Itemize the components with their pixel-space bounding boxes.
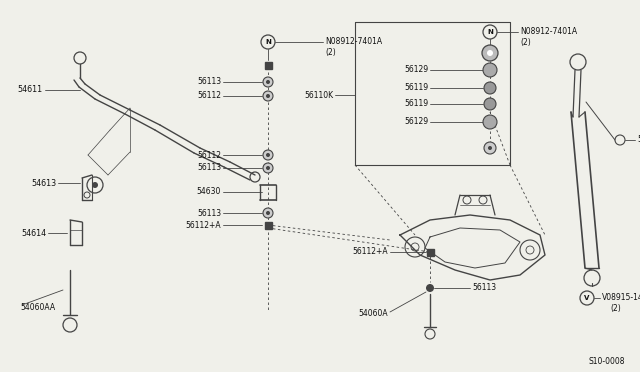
Text: V: V [584,295,589,301]
Text: 54630: 54630 [196,187,221,196]
Text: N: N [265,39,271,45]
Circle shape [426,284,434,292]
Bar [426,248,433,256]
Text: 56113: 56113 [472,283,496,292]
Text: 56113: 56113 [197,77,221,87]
Circle shape [263,91,273,101]
Text: (2): (2) [520,38,531,48]
Circle shape [484,82,496,94]
Text: 56129: 56129 [404,65,428,74]
Text: 56112+A: 56112+A [353,247,388,257]
Text: N08912-7401A: N08912-7401A [325,38,382,46]
Circle shape [266,166,270,170]
Text: 56113: 56113 [197,208,221,218]
Text: 54060A: 54060A [358,310,388,318]
Bar [264,61,271,68]
Text: 56119: 56119 [404,99,428,109]
Circle shape [483,63,497,77]
Text: 54611: 54611 [18,86,43,94]
Text: N08912-7401A: N08912-7401A [520,28,577,36]
Bar [264,221,271,228]
Circle shape [263,150,273,160]
Circle shape [266,153,270,157]
Text: 56112: 56112 [197,92,221,100]
Text: 54060AA: 54060AA [20,302,55,311]
Circle shape [263,163,273,173]
Circle shape [482,45,498,61]
Text: (2): (2) [610,305,621,314]
Text: 54040A: 54040A [637,135,640,144]
Text: 56119: 56119 [404,83,428,93]
Circle shape [263,208,273,218]
Circle shape [266,80,270,84]
Circle shape [263,77,273,87]
Text: (2): (2) [325,48,336,58]
Circle shape [484,142,496,154]
Text: 56112: 56112 [197,151,221,160]
Circle shape [483,115,497,129]
Text: 56112+A: 56112+A [186,221,221,230]
Circle shape [92,182,98,188]
Circle shape [484,98,496,110]
Circle shape [488,146,492,150]
Text: 56129: 56129 [404,118,428,126]
Text: S10-0008: S10-0008 [589,357,625,366]
Text: 56110K: 56110K [304,90,333,99]
Text: 56113: 56113 [197,164,221,173]
Circle shape [266,211,270,215]
Circle shape [487,50,493,56]
Text: 54613: 54613 [31,179,56,187]
Circle shape [266,94,270,98]
Text: 54614: 54614 [21,228,46,237]
Text: V08915-1421A: V08915-1421A [602,294,640,302]
Text: N: N [487,29,493,35]
